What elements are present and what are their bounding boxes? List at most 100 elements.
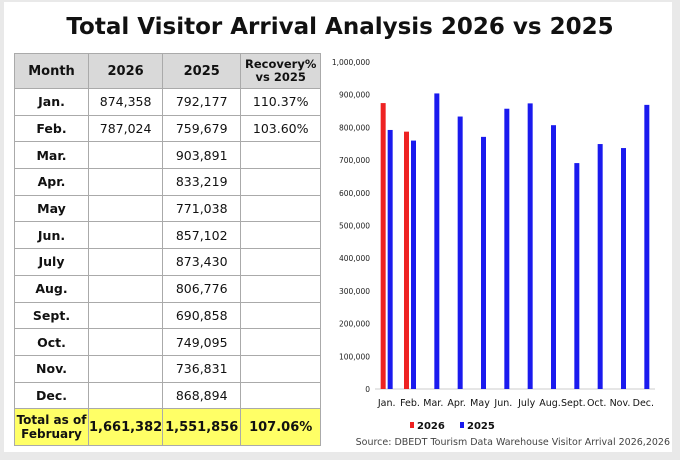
y-tick-label: 800,000 [339, 123, 370, 132]
y-tick-label: 500,000 [339, 222, 370, 231]
y-tick-label: 100,000 [339, 352, 370, 361]
bar-2025-Apr. [457, 116, 463, 389]
value-2026-cell [87, 141, 164, 170]
total-row: Total as of February 1,661,382 1,551,856 107… [14, 408, 322, 447]
recovery-cell [240, 274, 322, 303]
recovery-cell [240, 248, 322, 276]
bar-2025-Mar. [434, 93, 440, 389]
bar-2025-May [481, 136, 486, 389]
bar-2025-Sept. [574, 163, 580, 389]
header-month: Month [14, 53, 89, 89]
value-2025-cell: 771,038 [162, 194, 242, 223]
value-2025-cell: 690,858 [162, 301, 242, 330]
bar-2026-Jan. [380, 103, 386, 389]
value-2025-cell: 792,177 [162, 88, 242, 116]
table-row: Sept. 690,858 [14, 301, 322, 330]
y-tick-label: 700,000 [339, 156, 370, 165]
table-row: Apr. 833,219 [14, 168, 322, 196]
legend-swatch-2025 [460, 422, 464, 428]
month-cell: July [14, 248, 89, 276]
month-cell: Jun. [14, 221, 89, 250]
table-row: Jan. 874,358 792,177 110.37% [14, 88, 322, 116]
recovery-cell [240, 194, 322, 223]
legend-swatch-2026 [410, 422, 414, 428]
table-row: Jun. 857,102 [14, 221, 322, 250]
bar-2025-Jan. [387, 129, 393, 389]
y-tick-label: 600,000 [339, 189, 370, 198]
value-2026-cell [87, 354, 164, 383]
table-row: Mar. 903,891 [14, 141, 322, 170]
table-row: July 873,430 [14, 248, 322, 276]
month-cell: Aug. [14, 274, 89, 303]
bar-2025-Oct. [597, 144, 603, 389]
x-tick-label: Apr. [447, 398, 466, 409]
x-tick-label: Oct. [587, 398, 606, 409]
x-tick-label: Aug. [539, 398, 561, 409]
recovery-cell [240, 141, 322, 170]
recovery-cell [240, 168, 322, 196]
month-cell: Oct. [14, 328, 89, 356]
value-2025-cell: 736,831 [162, 354, 242, 383]
y-tick-label: 200,000 [339, 320, 370, 329]
value-2026-cell [87, 274, 164, 303]
month-cell: Jan. [14, 88, 89, 116]
x-tick-label: Dec. [633, 398, 654, 409]
table-row: Nov. 736,831 [14, 354, 322, 383]
value-2026-cell [87, 301, 164, 330]
recovery-cell: 103.60% [240, 114, 322, 143]
bar-2025-Dec. [644, 104, 650, 390]
month-cell: Mar. [14, 141, 89, 170]
value-2025-cell: 759,679 [162, 114, 242, 143]
recovery-cell [240, 381, 322, 410]
y-tick-label: 300,000 [339, 287, 370, 296]
y-tick-label: 400,000 [339, 254, 370, 263]
total-recovery: 107.06% [240, 408, 322, 447]
value-2025-cell: 873,430 [162, 248, 242, 276]
table-row: Aug. 806,776 [14, 274, 322, 303]
legend-label-2025: 2025 [467, 421, 495, 432]
source-note: Source: DBEDT Tourism Data Warehouse Vis… [355, 437, 670, 448]
table-row: Oct. 749,095 [14, 328, 322, 356]
x-tick-label: Mar. [423, 398, 443, 409]
month-cell: May [14, 194, 89, 223]
x-tick-label: Feb. [400, 398, 420, 409]
recovery-cell [240, 221, 322, 250]
recovery-cell [240, 301, 322, 330]
value-2026-cell [87, 221, 164, 250]
recovery-cell [240, 328, 322, 356]
value-2026-cell [87, 194, 164, 223]
value-2026-cell [87, 328, 164, 356]
value-2025-cell: 806,776 [162, 274, 242, 303]
total-label: Total as of February [14, 408, 89, 447]
total-2025: 1,551,856 [162, 408, 242, 447]
x-tick-label: May [470, 398, 490, 409]
value-2026-cell [87, 381, 164, 410]
value-2026-cell: 874,358 [87, 88, 164, 116]
recovery-cell [240, 354, 322, 383]
bar-2025-Jun. [504, 108, 510, 389]
page-title: Total Visitor Arrival Analysis 2026 vs 2… [66, 14, 614, 40]
value-2026-cell [87, 168, 164, 196]
bar-2025-Aug. [551, 125, 556, 389]
month-cell: Apr. [14, 168, 89, 196]
value-2025-cell: 749,095 [162, 328, 242, 356]
y-tick-label: 0 [365, 385, 370, 394]
y-tick-label: 1,000,000 [332, 58, 370, 67]
header-2025: 2025 [162, 53, 242, 89]
table-row: Feb. 787,024 759,679 103.60% [14, 114, 322, 143]
x-tick-label: Nov. [610, 398, 631, 409]
month-cell: Dec. [14, 381, 89, 410]
x-tick-label: Sept. [561, 398, 586, 409]
bar-2025-July [527, 103, 533, 389]
header-recovery: Recovery% vs 2025 [240, 53, 322, 89]
value-2026-cell [87, 248, 164, 276]
bar-2025-Feb. [411, 140, 416, 389]
y-tick-label: 900,000 [339, 91, 370, 100]
bar-2026-Feb. [404, 131, 409, 389]
month-cell: Feb. [14, 114, 89, 143]
table-row: Dec. 868,894 [14, 381, 322, 410]
bar-2025-Nov. [621, 148, 626, 389]
month-cell: Sept. [14, 301, 89, 330]
value-2025-cell: 857,102 [162, 221, 242, 250]
legend-label-2026: 2026 [417, 421, 445, 432]
